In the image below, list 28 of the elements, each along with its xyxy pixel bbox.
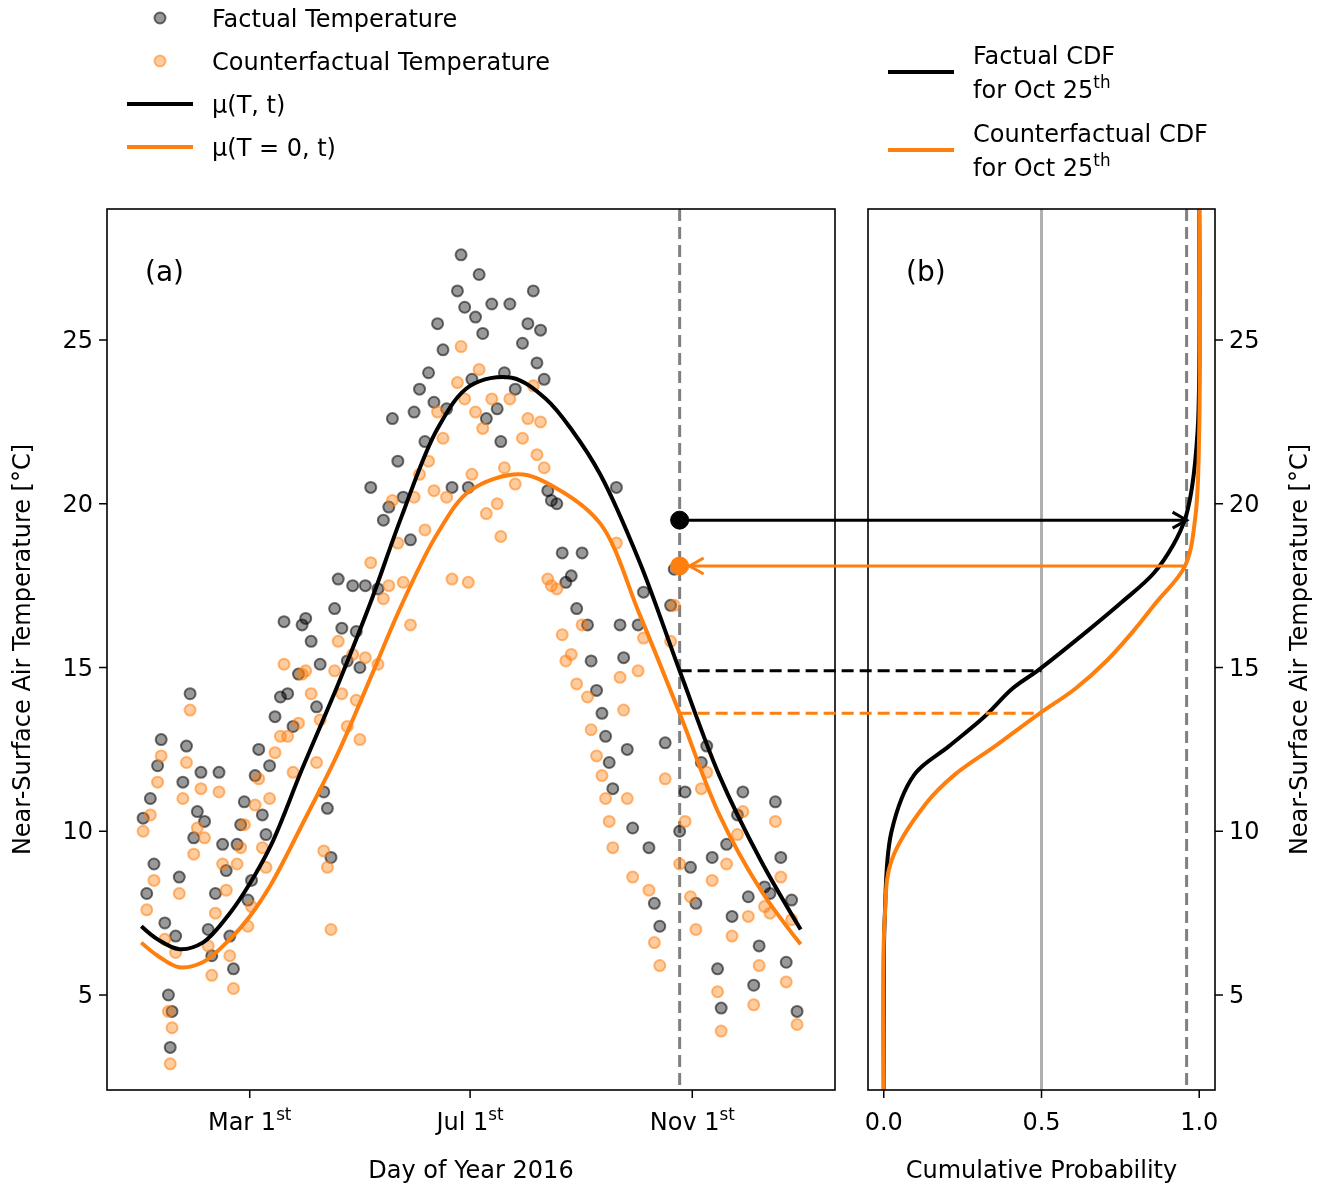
legend-label: Factual CDF for Oct 25$^{th}$ [973,42,1116,104]
legend-label: Factual Temperature [212,5,458,33]
x-tick-label: 1.0 [1180,1108,1219,1136]
y-tick-label: 5 [77,981,93,1010]
x-tick-label: Nov 1$^{st}$ [649,1104,736,1136]
annotation: (b) [906,255,946,288]
y2-tick-label: 25 [1229,326,1260,354]
annotation: (a) [145,255,185,288]
y-tick-label: 10 [62,817,93,846]
y2-tick-label: 10 [1229,817,1260,846]
y-tick-label: 20 [62,489,93,518]
legend-label: μ(T = 0, t) [212,134,336,162]
x-tick-label: Mar 1$^{st}$ [207,1104,292,1136]
y-axis-title: Near-Surface Air Temperature [°C] [8,443,36,856]
y-tick-label: 15 [62,653,93,682]
y2-tick-label: 20 [1229,489,1260,518]
y2-tick-label: 5 [1229,981,1245,1010]
legend-label: Counterfactual Temperature [212,48,550,76]
x-tick-label: 0.5 [1022,1108,1061,1136]
x-tick-label: 0.0 [864,1108,903,1136]
y2-axis-title: Near-Surface Air Temperature [°C] [1285,443,1313,856]
x-axis-title: Day of Year 2016 [368,1156,574,1184]
y2-tick-label: 15 [1229,653,1260,682]
x-tick-label: Jul 1$^{st}$ [434,1104,505,1136]
legend-label: Counterfactual CDF for Oct 25$^{th}$ [973,120,1208,182]
x-axis-title: Cumulative Probability [905,1156,1178,1184]
legend-label: μ(T, t) [212,91,286,119]
y-tick-label: 25 [62,326,93,354]
